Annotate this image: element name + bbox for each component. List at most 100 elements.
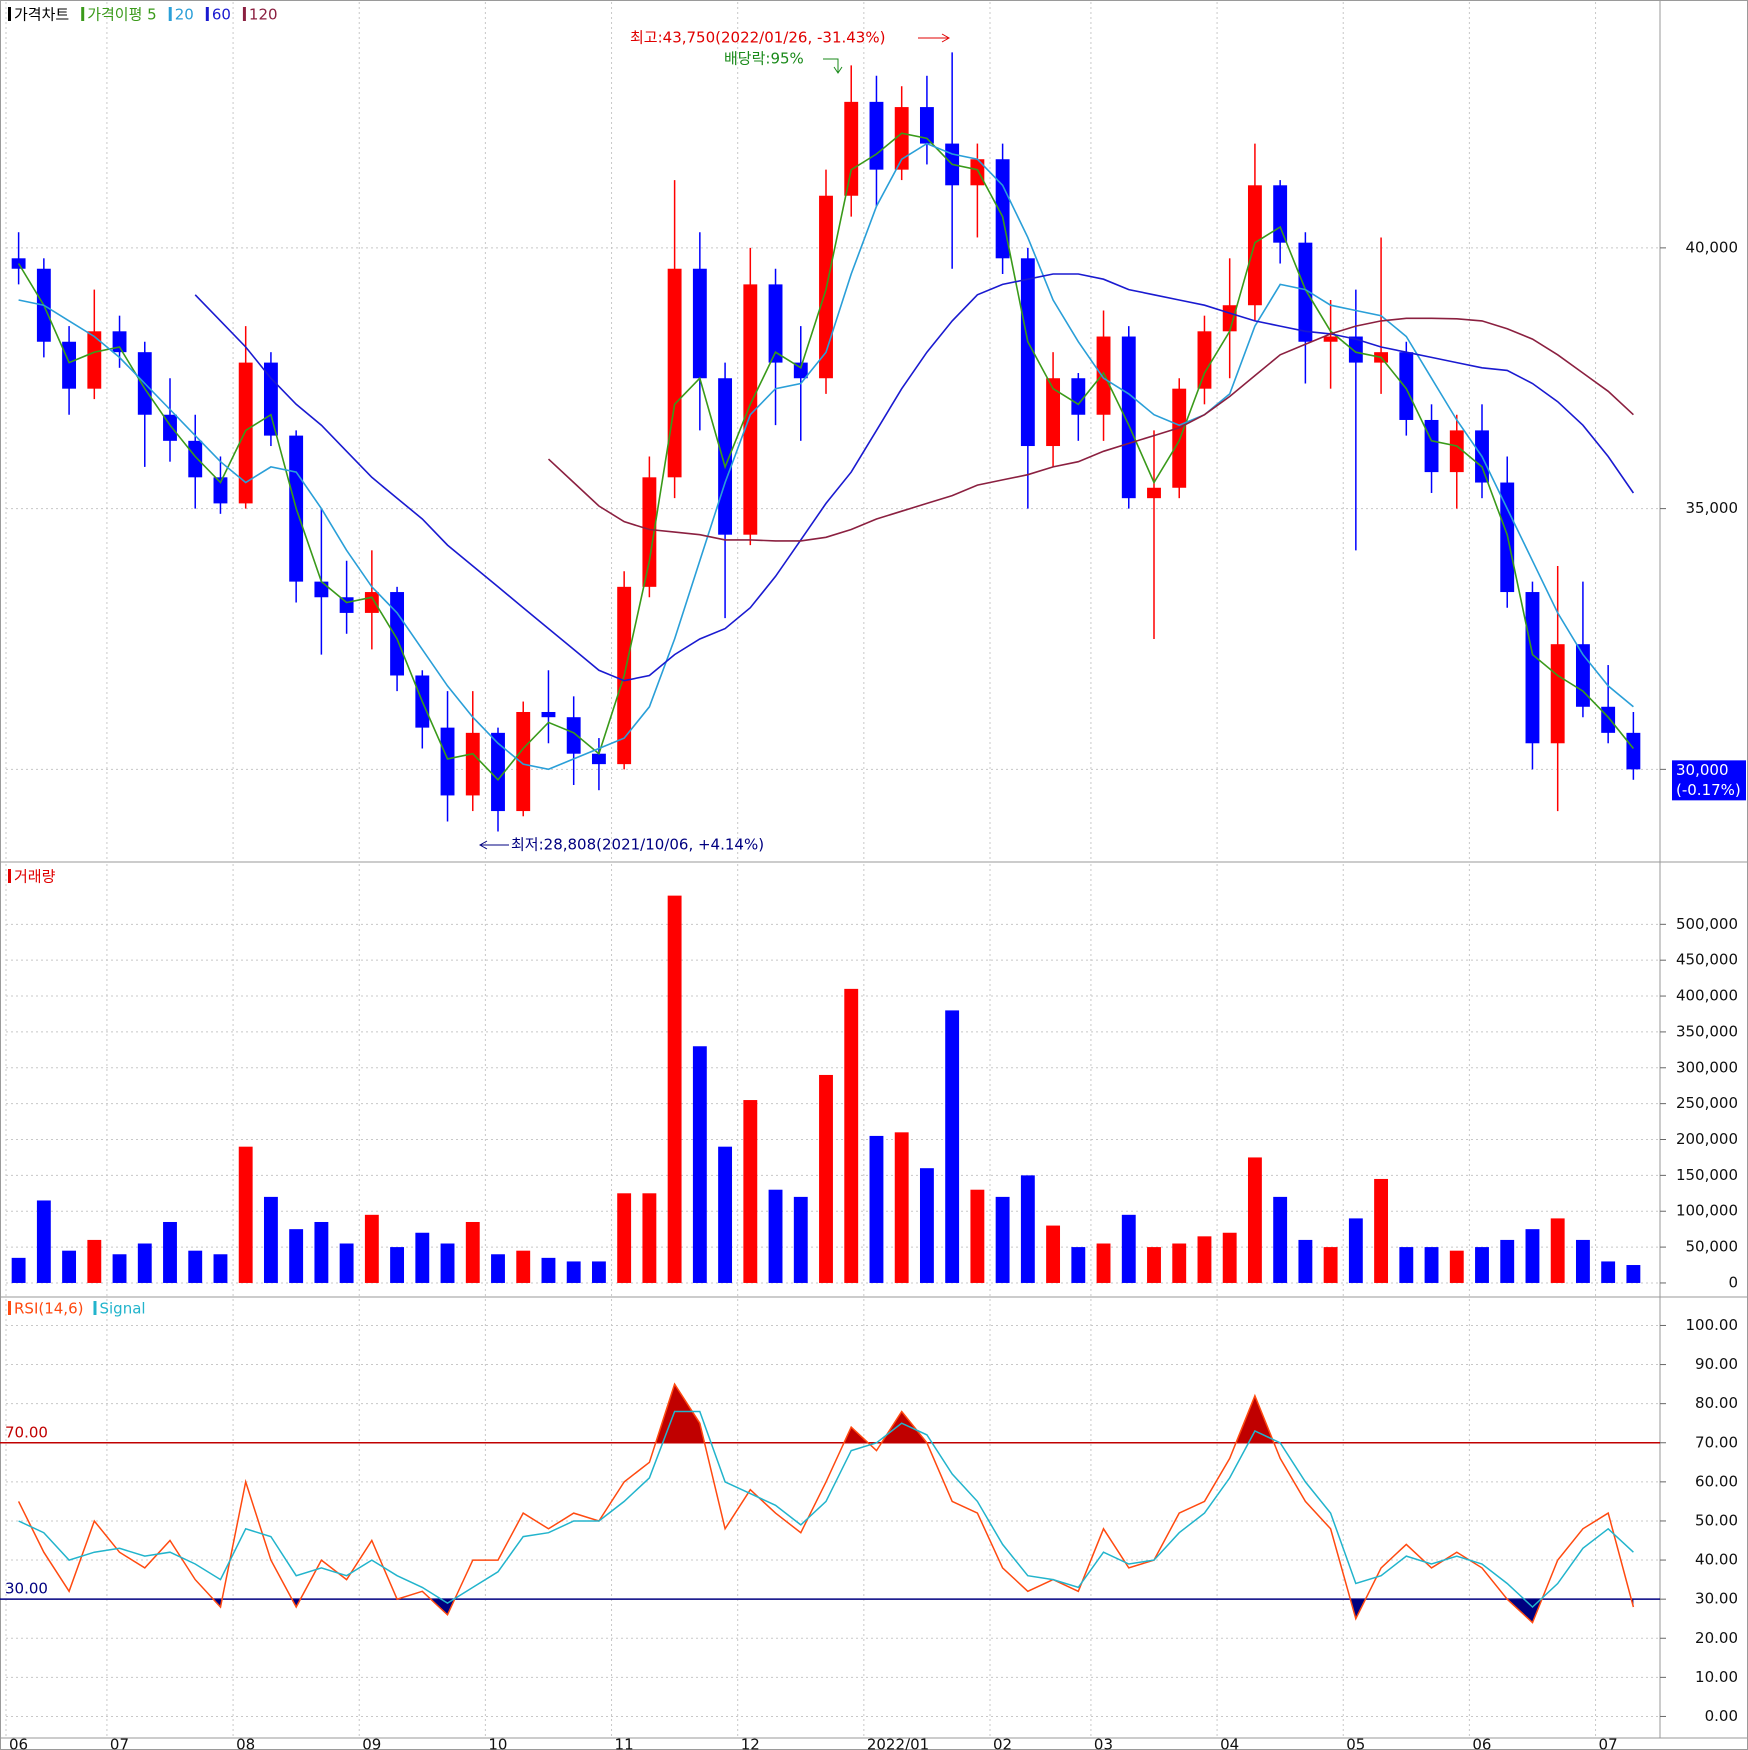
candle-body [768,284,783,363]
candle-body [692,268,707,379]
annotation-arrow [823,58,839,72]
volume-bar [793,1196,808,1283]
legend-marker [81,7,85,21]
volume-bar [1121,1214,1136,1283]
y-tick-label: 0.00 [1705,1707,1738,1725]
candle-body [743,284,758,535]
volume-bar [339,1243,354,1283]
volume-bar [112,1254,127,1283]
y-tick-label: 40.00 [1695,1551,1738,1569]
candle-body [844,101,859,196]
volume-bar [1575,1239,1590,1283]
candle-body [364,592,379,613]
volume-bar [163,1221,177,1283]
volume-bar [1500,1239,1515,1283]
candle-body [1172,388,1187,488]
indicator-line [17,1382,1635,1624]
price-tag-value: 30,000 [1676,761,1729,779]
candle-body [894,107,909,170]
x-tick-label: 07 [110,1736,129,1750]
x-tick-label: 03 [1094,1736,1113,1750]
candle-body [1424,419,1439,473]
candle-body [1273,185,1288,243]
volume-bar [1525,1229,1540,1283]
volume-bar [36,1200,51,1283]
annotation-arrow-head [941,33,951,43]
x-tick-label: 10 [488,1736,507,1750]
volume-bar [743,1100,758,1283]
candle-body [188,440,203,478]
y-tick-label: 400,000 [1676,987,1738,1005]
volume-bar [718,1146,733,1283]
candle-body [440,727,455,796]
volume-bar [62,1250,77,1283]
volume-bar [1424,1247,1439,1283]
x-tick-label: 06 [1472,1736,1491,1750]
x-tick-label: 11 [615,1736,634,1750]
x-tick-label: 06 [9,1736,28,1750]
volume-bar [945,1010,960,1283]
volume-bar [289,1229,304,1283]
y-tick-label: 450,000 [1676,951,1738,969]
x-tick-label: 07 [1599,1736,1618,1750]
chart-title: 거래량 [14,868,56,886]
y-tick-label: 200,000 [1676,1130,1738,1148]
level-label: 30.00 [5,1580,48,1598]
volume-bar [415,1232,430,1283]
candle-body [541,711,556,718]
volume-bar [1172,1243,1187,1283]
y-tick-label: 100,000 [1676,1202,1738,1220]
volume-bar [1147,1247,1161,1283]
candle-body [591,753,606,765]
low-annotation: 최저:28,808(2021/10/06, +4.14%) [511,836,764,854]
y-tick-label: 10.00 [1695,1668,1738,1686]
candle-body [1071,378,1086,415]
candle-body [465,732,480,796]
volume-bar [1197,1236,1212,1283]
candle-body [1449,430,1464,473]
candle-body [642,477,657,587]
legend-marker [8,869,11,883]
candle-body [390,592,405,676]
legend-marker [242,7,246,21]
candle-body [339,597,354,613]
volume-bar [970,1189,985,1283]
candle-body [1601,706,1616,733]
candle-body [1550,644,1565,744]
y-tick-label: 90.00 [1695,1355,1738,1373]
candle-body [1222,305,1237,332]
candle-body [1323,336,1338,342]
candle-body [1399,352,1414,420]
candle-body [491,732,505,812]
volume-bar [844,988,859,1283]
y-tick-label: 500,000 [1676,915,1738,933]
dividend-annotation: 배당락:95% [724,50,804,68]
price-tag [1672,760,1746,801]
candle-body [62,341,77,389]
candle-body [1096,336,1111,415]
volume-bar [919,1168,934,1283]
volume-bar [642,1193,657,1283]
candle-body [1348,336,1363,363]
candle-body [213,477,228,504]
volume-bar [1096,1243,1111,1283]
level-label: 70.00 [5,1423,48,1441]
candle-body [1147,487,1161,499]
volume-bar [1298,1239,1313,1283]
legend-label: 120 [249,6,278,24]
legend-label: 가격이평 5 [87,6,157,24]
volume-bar [364,1214,379,1283]
volume-bar [995,1196,1010,1283]
volume-bar [1348,1218,1363,1283]
candle-body [1197,331,1212,389]
annotation-arrow-head [833,66,843,74]
volume-bar [1626,1265,1641,1283]
legend-label: Signal [99,1300,145,1318]
volume-bar [819,1074,833,1283]
volume-bar [137,1243,152,1283]
volume-bar [1071,1247,1086,1283]
volume-bar [894,1132,909,1283]
volume-bar [440,1243,455,1283]
y-tick-label: 80.00 [1695,1394,1738,1412]
